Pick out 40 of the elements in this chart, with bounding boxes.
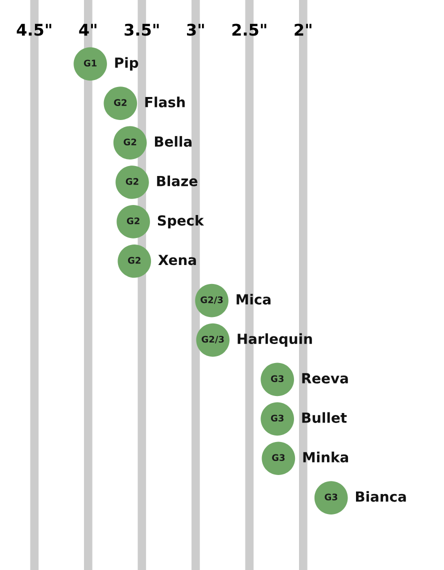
x-tick-label: 3.5" [124, 24, 159, 36]
point [118, 244, 152, 278]
y-tick-label: Bianca [356, 491, 406, 502]
data-label: G2/3 [200, 296, 223, 304]
y-tick-label: Mica [236, 294, 270, 305]
point [260, 362, 294, 396]
y-tick-label: Bullet [302, 412, 347, 423]
y-tick-label: Xena [158, 254, 196, 266]
data-label: G2 [126, 217, 140, 224]
data-label: G1 [84, 60, 97, 67]
point [104, 86, 138, 120]
data-label: G2 [128, 256, 140, 264]
point [74, 47, 107, 81]
data-label: G3 [270, 414, 284, 422]
data-label: G3 [324, 494, 338, 500]
data-label: G3 [270, 375, 284, 382]
y-tick-label: Speck [158, 214, 204, 228]
y-tick-label: Bella [154, 136, 192, 147]
y-tick-label: Minka [303, 452, 348, 462]
point [116, 205, 150, 238]
y-tick-label: Flash [145, 96, 185, 108]
data-label: G2 [126, 178, 138, 185]
x-tick-label: 4.5" [16, 24, 52, 36]
x-tick-label: 2.5" [232, 24, 266, 36]
y-tick-label: Blaze [157, 176, 198, 186]
data-label: G3 [272, 454, 285, 461]
x-tick-label: 3" [187, 24, 204, 36]
point [116, 166, 149, 199]
point [113, 126, 147, 160]
point [262, 442, 296, 476]
data-label: G2 [114, 99, 126, 106]
y-tick-label: Pip [115, 57, 138, 71]
point [260, 402, 294, 436]
x-tick-label: 2" [294, 24, 312, 36]
point [314, 481, 348, 514]
x-tick-label: 4" [79, 24, 96, 36]
data-label: G2 [124, 138, 136, 146]
data-label: G2/3 [202, 336, 224, 344]
y-tick-label: Harlequin [238, 333, 312, 347]
y-tick-label: Reeva [302, 373, 348, 384]
